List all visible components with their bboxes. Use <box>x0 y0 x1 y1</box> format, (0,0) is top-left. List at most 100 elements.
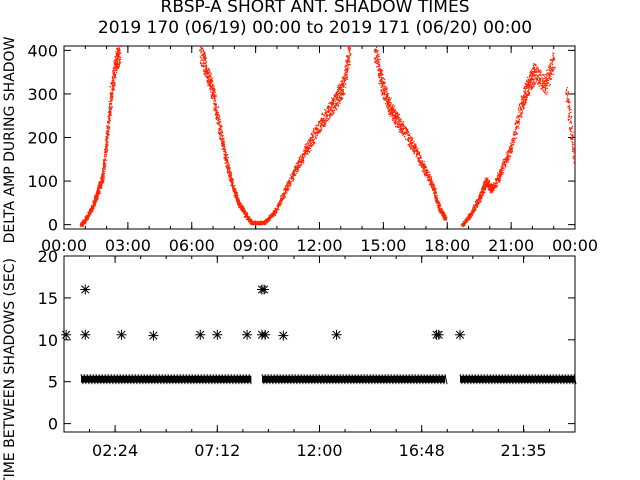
amp-point <box>339 85 341 87</box>
amp-point <box>112 92 114 95</box>
amp-point <box>290 181 292 183</box>
amp-point <box>220 138 222 140</box>
amp-point <box>395 117 398 119</box>
chart-subtitle: 2019 170 (06/19) 00:00 to 2019 171 (06/2… <box>98 18 532 38</box>
amp-point <box>226 165 228 167</box>
amp-point <box>241 211 243 213</box>
amp-x-tick-label: 21:00 <box>488 236 534 255</box>
amp-point <box>398 128 400 131</box>
amp-point <box>379 58 381 60</box>
amp-point <box>119 52 121 54</box>
amp-point <box>303 149 305 151</box>
amp-point <box>307 153 309 155</box>
amp-point <box>87 217 89 220</box>
amp-point <box>98 188 100 190</box>
amp-point <box>288 179 290 181</box>
amp-point <box>229 177 231 179</box>
amp-point <box>109 107 111 109</box>
amp-point <box>434 194 436 196</box>
amp-point <box>399 119 402 121</box>
amp-point <box>224 162 227 164</box>
amp-point <box>282 197 284 199</box>
amp-point <box>302 160 304 163</box>
amp-point <box>494 185 497 187</box>
amp-point <box>343 85 346 87</box>
amp-point <box>383 91 385 93</box>
amp-point <box>501 162 504 164</box>
amp-point <box>435 188 437 190</box>
amp-point <box>404 127 406 129</box>
amp-point <box>118 52 120 54</box>
amp-point <box>221 131 223 133</box>
amp-point <box>425 166 427 168</box>
amp-point <box>348 60 350 63</box>
amp-point <box>397 113 399 115</box>
amp-point <box>331 107 333 109</box>
amp-point <box>463 221 466 224</box>
amp-point <box>310 132 313 135</box>
amp-point <box>324 118 326 120</box>
amp-point <box>395 120 397 122</box>
amp-point <box>438 209 440 211</box>
amp-point <box>415 144 417 146</box>
amp-point <box>345 69 347 71</box>
amp-point <box>444 219 446 221</box>
amp-point <box>425 171 427 173</box>
amp-point <box>200 47 202 50</box>
amp-point <box>212 89 215 92</box>
amp-point <box>268 220 270 222</box>
amp-point <box>303 153 306 155</box>
amp-point <box>91 208 94 210</box>
amp-point <box>94 198 96 200</box>
amp-point <box>485 186 487 188</box>
amp-point <box>97 198 99 200</box>
amp-point <box>216 122 218 124</box>
amp-point <box>104 139 107 141</box>
amp-point <box>101 187 103 189</box>
amp-point <box>291 174 293 176</box>
amp-point <box>414 146 416 149</box>
amp-point <box>374 49 377 51</box>
amp-point <box>284 195 286 197</box>
amp-x-tick-label: 18:00 <box>424 236 470 255</box>
amp-point <box>236 196 238 199</box>
amp-point <box>387 107 390 109</box>
amp-point <box>87 218 89 221</box>
amp-point <box>257 224 259 226</box>
amp-point <box>337 105 340 107</box>
amp-point <box>410 141 412 143</box>
amp-point <box>392 103 394 106</box>
amp-point <box>309 140 312 143</box>
amp-point <box>382 90 384 92</box>
amp-point <box>402 130 404 132</box>
amp-point <box>230 176 232 178</box>
amp-point <box>95 195 98 198</box>
amp-point <box>293 173 295 175</box>
amp-point <box>214 102 216 104</box>
amp-point <box>104 156 106 158</box>
amp-point <box>487 182 489 184</box>
amp-point <box>108 108 110 110</box>
amp-point <box>92 210 94 212</box>
amp-point <box>215 117 217 119</box>
amp-point <box>279 205 282 207</box>
amp-point <box>464 219 466 221</box>
amp-point <box>437 201 439 203</box>
amp-point <box>346 55 348 57</box>
amp-point <box>104 166 106 168</box>
amp-point <box>111 100 113 102</box>
amp-point <box>433 188 435 190</box>
amp-point <box>416 152 418 154</box>
amp-point <box>332 109 334 111</box>
amp-point <box>206 70 209 72</box>
amp-point <box>383 81 385 83</box>
amp-point <box>216 116 218 118</box>
amp-point <box>319 129 321 131</box>
amp-point <box>376 53 378 55</box>
amp-point <box>252 221 254 223</box>
amp-point <box>112 95 114 97</box>
amp-point <box>333 101 335 103</box>
amp-point <box>417 153 419 155</box>
amp-point <box>117 59 119 61</box>
amp-point <box>467 217 469 219</box>
